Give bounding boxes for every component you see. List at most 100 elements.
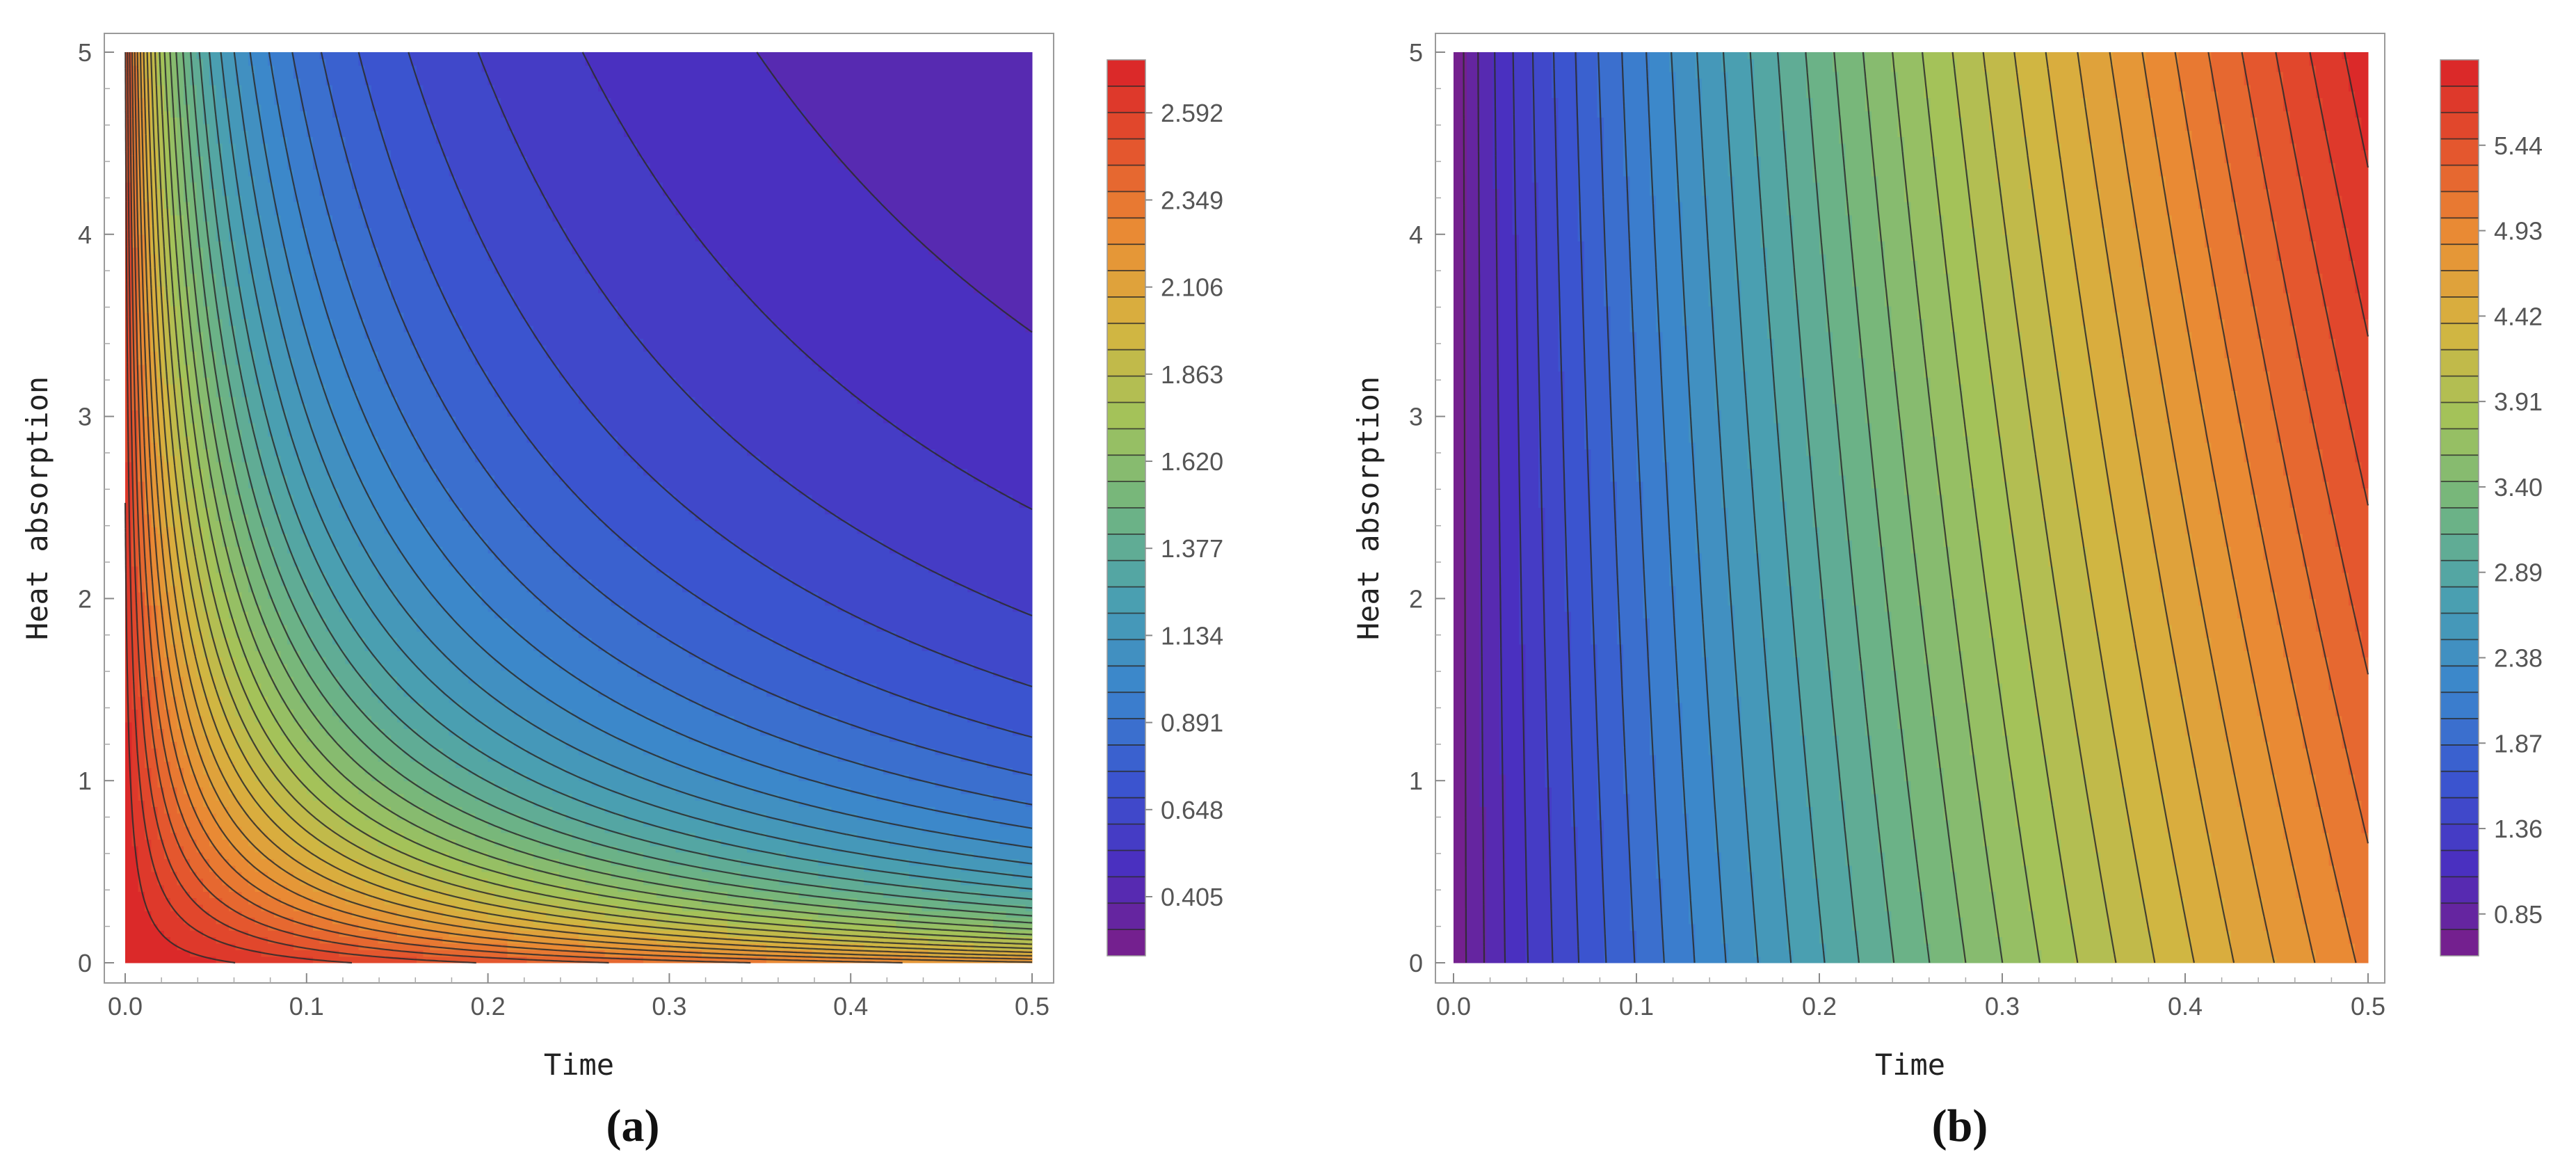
colorbar-band: [2440, 191, 2479, 218]
colorbar-band: [2440, 297, 2479, 323]
colorbar-band: [1107, 376, 1145, 403]
colorbar-band: [1107, 824, 1145, 851]
colorbar-band: [2440, 719, 2479, 745]
colorbar: 5.444.934.423.913.402.892.381.871.360.85: [2440, 60, 2543, 957]
colorbar-band: [1107, 798, 1145, 824]
y-tick-label: 0: [1409, 949, 1423, 977]
colorbar-band: [1107, 191, 1145, 218]
colorbar-band: [2440, 323, 2479, 350]
colorbar-band: [1107, 218, 1145, 244]
colorbar-band: [1107, 745, 1145, 771]
x-tick-label: 0.1: [1619, 992, 1654, 1021]
x-tick-label: 0.5: [1015, 992, 1049, 1021]
colorbar-band: [2440, 218, 2479, 244]
colorbar-band: [2440, 587, 2479, 614]
colorbar-band: [1107, 323, 1145, 350]
y-tick-label: 3: [1409, 403, 1423, 431]
colorbar-band: [1107, 877, 1145, 903]
colorbar-label: 4.93: [2494, 217, 2543, 246]
colorbar-band: [1107, 297, 1145, 323]
colorbar-band: [2440, 639, 2479, 666]
colorbar-band: [1107, 350, 1145, 376]
colorbar-band: [2440, 614, 2479, 640]
colorbar-band: [1107, 587, 1145, 614]
colorbar-band: [1107, 244, 1145, 271]
colorbar-band: [2440, 666, 2479, 692]
colorbar-band: [2440, 771, 2479, 798]
y-axis-title: Heat absorption: [20, 376, 54, 640]
x-tick-label: 0.4: [833, 992, 868, 1021]
colorbar-band: [1107, 60, 1145, 86]
colorbar-band: [2440, 376, 2479, 403]
y-axis-title: Heat absorption: [1351, 376, 1385, 640]
colorbar-band: [2440, 508, 2479, 534]
y-tick-label: 2: [78, 584, 92, 613]
colorbar-band: [1107, 481, 1145, 508]
colorbar-label: 1.863: [1161, 360, 1223, 389]
x-axis-title: Time: [1875, 1048, 1945, 1082]
colorbar-label: 2.592: [1161, 99, 1223, 127]
colorbar-label: 3.91: [2494, 387, 2543, 416]
y-tick-label: 1: [78, 767, 92, 795]
y-tick-label: 0: [78, 949, 92, 977]
colorbar-label: 4.42: [2494, 302, 2543, 330]
colorbar-band: [2440, 402, 2479, 429]
colorbar-band: [2440, 244, 2479, 271]
y-tick-label: 5: [78, 38, 92, 67]
colorbar-band: [2440, 350, 2479, 376]
contour-fill: [1454, 52, 2369, 963]
x-tick-label: 0.4: [2168, 992, 2203, 1021]
colorbar-band: [2440, 429, 2479, 455]
contour-fill: [125, 52, 1033, 963]
colorbar-band: [2440, 113, 2479, 139]
colorbar-label: 2.349: [1161, 186, 1223, 214]
colorbar-band: [1107, 455, 1145, 481]
colorbar-band: [1107, 639, 1145, 666]
colorbar-band: [1107, 850, 1145, 877]
colorbar-band: [1107, 692, 1145, 719]
colorbar-label: 1.36: [2494, 815, 2543, 843]
colorbar-band: [2440, 561, 2479, 587]
colorbar-band: [1107, 166, 1145, 192]
x-tick-label: 0.2: [471, 992, 506, 1021]
colorbar-band: [2440, 692, 2479, 719]
colorbar-band: [1107, 614, 1145, 640]
colorbar-band: [2440, 903, 2479, 929]
colorbar-band: [1107, 271, 1145, 297]
colorbar-label: 0.648: [1161, 796, 1223, 824]
y-tick-label: 2: [1409, 584, 1423, 613]
colorbar-band: [1107, 86, 1145, 113]
colorbar-band: [1107, 508, 1145, 534]
colorbar-band: [1107, 139, 1145, 166]
x-tick-label: 0.5: [2351, 992, 2385, 1021]
colorbar-band: [1107, 903, 1145, 929]
colorbar-label: 1.377: [1161, 534, 1223, 563]
colorbar-label: 1.620: [1161, 447, 1223, 476]
x-tick-label: 0.0: [1436, 992, 1471, 1021]
colorbar-band: [2440, 745, 2479, 771]
colorbar-label: 3.40: [2494, 473, 2543, 502]
colorbar-band: [2440, 86, 2479, 113]
colorbar-label: 1.87: [2494, 729, 2543, 758]
x-tick-label: 0.3: [1985, 992, 2020, 1021]
x-tick-label: 0.0: [108, 992, 143, 1021]
colorbar-label: 2.106: [1161, 273, 1223, 302]
colorbar-band: [1107, 666, 1145, 692]
x-tick-label: 0.1: [289, 992, 324, 1021]
colorbar-label: 2.89: [2494, 559, 2543, 587]
colorbar-band: [2440, 166, 2479, 192]
colorbar-band: [2440, 798, 2479, 824]
colorbar-label: 1.134: [1161, 621, 1223, 650]
x-tick-label: 0.2: [1802, 992, 1837, 1021]
panel-caption: (a): [606, 1101, 660, 1151]
panel-caption: (b): [1932, 1101, 1988, 1151]
y-tick-label: 1: [1409, 767, 1423, 795]
colorbar-band: [2440, 877, 2479, 903]
colorbar-band: [2440, 481, 2479, 508]
colorbar-band: [2440, 824, 2479, 851]
colorbar-band: [2440, 534, 2479, 561]
colorbar-label: 0.85: [2494, 900, 2543, 929]
colorbar-band: [1107, 113, 1145, 139]
